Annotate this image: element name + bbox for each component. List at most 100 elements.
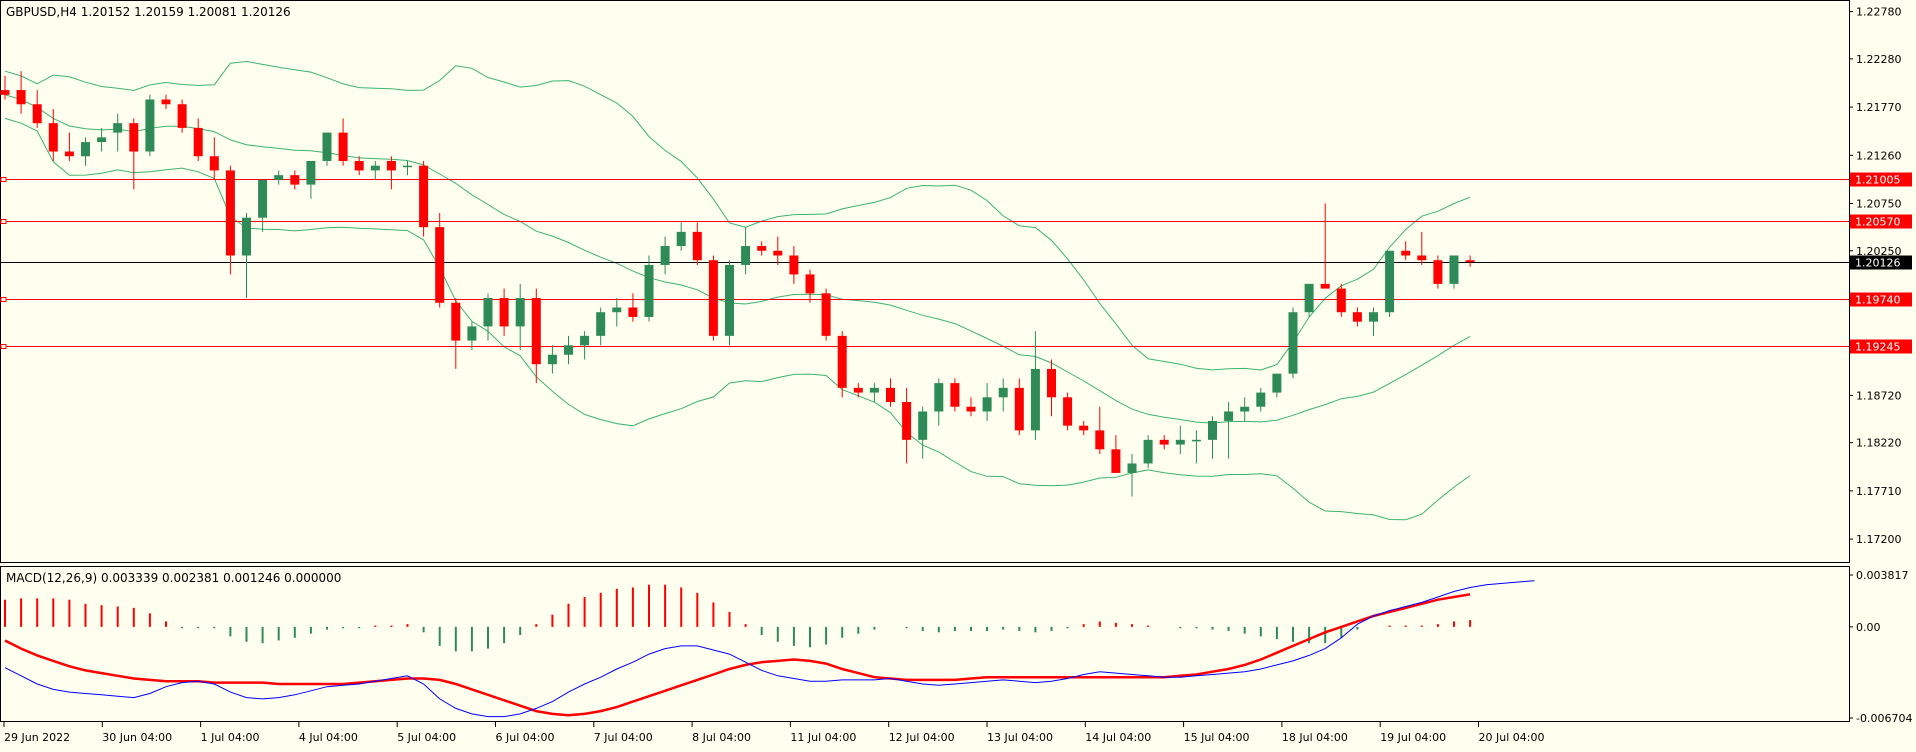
candle-body	[1127, 463, 1137, 473]
time-tick-label: 18 Jul 04:00	[1282, 731, 1348, 744]
candle-body	[741, 246, 751, 265]
price-tick-label: 1.22780	[1856, 6, 1902, 19]
candle-body	[918, 411, 928, 440]
candle-body	[789, 255, 799, 275]
price-level-handle[interactable]	[0, 177, 7, 182]
time-tick-label: 11 Jul 04:00	[790, 731, 856, 744]
candle-body	[1369, 312, 1378, 322]
time-tick-label: 30 Jun 04:00	[102, 731, 172, 744]
price-level-label: 1.19740	[1855, 294, 1901, 307]
candle-body	[242, 217, 251, 256]
price-level-tag	[1850, 172, 1912, 187]
candle-body	[274, 175, 284, 180]
candle-body	[1352, 312, 1362, 322]
time-tick-label: 7 Jul 04:00	[594, 731, 653, 744]
time-tick-label: 1 Jul 04:00	[201, 731, 260, 744]
candle-body	[773, 250, 783, 256]
time-tick-label: 4 Jul 04:00	[299, 731, 358, 744]
candle-body	[225, 170, 235, 256]
candle-body	[934, 383, 944, 412]
candle-body	[1014, 387, 1024, 431]
macd-main-line	[4, 580, 1535, 718]
price-tick-label: 1.17200	[1856, 533, 1902, 546]
current-price-tag	[1850, 255, 1912, 270]
macd-tick-label: 0.00	[1856, 621, 1881, 634]
candle-body	[354, 160, 364, 171]
price-tick-label: 1.21770	[1856, 101, 1902, 114]
candle-body	[483, 298, 493, 327]
candle-body	[982, 397, 992, 412]
candle-body	[1385, 250, 1395, 313]
candle-body	[515, 298, 525, 327]
candle-body	[1175, 439, 1185, 445]
candle-body	[161, 99, 171, 105]
candle-body	[193, 127, 203, 157]
candle-body	[1336, 288, 1346, 313]
candle-body	[676, 231, 686, 247]
time-tick-label: 12 Jul 04:00	[889, 731, 955, 744]
horizontal-levels[interactable]	[0, 177, 1849, 349]
candle-body	[16, 90, 26, 105]
candle-body	[370, 165, 380, 171]
price-level-handle[interactable]	[0, 344, 7, 349]
candle-body	[419, 165, 429, 228]
candle-body	[32, 104, 42, 124]
candle-body	[692, 231, 702, 261]
price-level-handle[interactable]	[0, 297, 7, 302]
candle-body	[1288, 312, 1298, 374]
candle-body	[966, 406, 976, 412]
price-tick-label: 1.20250	[1856, 245, 1902, 258]
bollinger-upper-band	[4, 60, 1471, 371]
candle-body	[902, 402, 912, 440]
candle-body	[322, 132, 332, 161]
current-price-label: 1.20126	[1855, 257, 1901, 270]
candle-body	[1047, 368, 1056, 398]
price-level-handle[interactable]	[0, 219, 7, 224]
macd-info-label: MACD(12,26,9) 0.003339 0.002381 0.001246…	[6, 571, 341, 585]
candle-body	[1320, 283, 1330, 289]
candle-body	[531, 298, 541, 365]
candle-body	[660, 246, 670, 265]
macd-tick-label: -0.006704	[1856, 712, 1912, 725]
candle-body	[258, 179, 268, 218]
candle-body	[1433, 260, 1443, 284]
candle-body	[1208, 420, 1217, 440]
symbol-info-label: GBPUSD,H4 1.20152 1.20159 1.20081 1.2012…	[6, 5, 291, 19]
candle-body	[1063, 397, 1073, 426]
candle-body	[81, 142, 90, 157]
candle-body	[1095, 430, 1105, 450]
time-tick-label: 19 Jul 04:00	[1380, 731, 1446, 744]
candle-body	[628, 307, 638, 317]
candle-body	[499, 298, 509, 327]
price-tick-label: 1.17710	[1856, 485, 1902, 498]
candle-body	[580, 335, 590, 346]
price-pane-frame	[0, 0, 1850, 563]
candle-body	[1111, 449, 1121, 473]
time-tick-label: 8 Jul 04:00	[692, 731, 751, 744]
price-level-label: 1.19245	[1855, 341, 1901, 354]
candle-body	[290, 175, 300, 185]
candlesticks	[0, 71, 1475, 497]
candle-body	[644, 264, 654, 317]
candle-body	[1449, 255, 1459, 284]
time-tick-label: 14 Jul 04:00	[1085, 731, 1151, 744]
candle-body	[1304, 283, 1314, 313]
macd-pane-frame	[0, 566, 1850, 722]
price-tick-label: 1.20750	[1856, 198, 1902, 211]
candle-body	[1417, 255, 1427, 261]
candle-body	[451, 302, 461, 341]
candle-body	[129, 123, 139, 152]
price-level-label: 1.20570	[1855, 216, 1901, 229]
candle-body	[435, 227, 445, 303]
time-tick-label: 15 Jul 04:00	[1184, 731, 1250, 744]
candle-body	[757, 246, 767, 251]
candle-body	[1240, 406, 1250, 412]
candle-body	[1272, 373, 1282, 393]
macd-tick-label: 0.003817	[1856, 569, 1909, 582]
candle-body	[805, 274, 815, 294]
candle-body	[306, 160, 316, 185]
candle-body	[998, 387, 1008, 398]
